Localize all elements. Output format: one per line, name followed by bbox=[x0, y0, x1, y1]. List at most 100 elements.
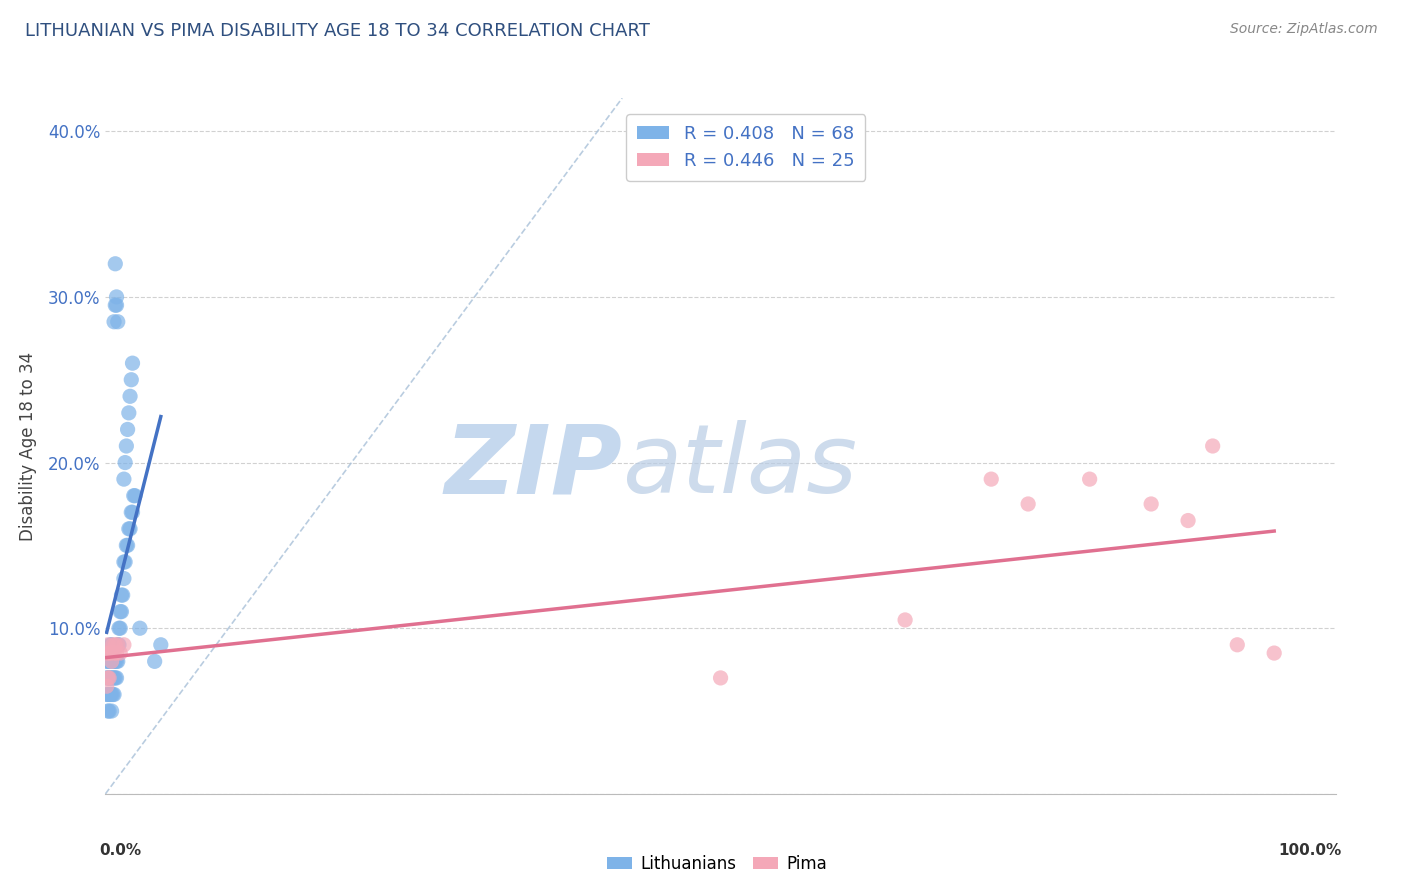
Point bbox=[143, 654, 166, 668]
Point bbox=[1263, 646, 1285, 660]
Point bbox=[114, 456, 136, 470]
Point bbox=[96, 646, 118, 660]
Point bbox=[97, 704, 120, 718]
Point bbox=[98, 688, 122, 702]
Point bbox=[1017, 497, 1039, 511]
Point bbox=[98, 646, 122, 660]
Point bbox=[97, 671, 120, 685]
Point bbox=[104, 257, 127, 271]
Point bbox=[97, 638, 120, 652]
Point bbox=[149, 638, 172, 652]
Point bbox=[103, 646, 125, 660]
Point bbox=[110, 605, 132, 619]
Point bbox=[100, 704, 122, 718]
Point bbox=[105, 654, 128, 668]
Point bbox=[96, 679, 118, 693]
Point bbox=[104, 298, 127, 312]
Point bbox=[129, 621, 152, 635]
Point bbox=[120, 389, 141, 403]
Point bbox=[98, 688, 121, 702]
Point bbox=[1226, 638, 1249, 652]
Legend: R = 0.408   N = 68, R = 0.446   N = 25: R = 0.408 N = 68, R = 0.446 N = 25 bbox=[626, 114, 865, 181]
Point bbox=[97, 654, 120, 668]
Point bbox=[1202, 439, 1225, 453]
Point bbox=[121, 505, 143, 519]
Point bbox=[108, 621, 131, 635]
Point bbox=[98, 654, 121, 668]
Point bbox=[120, 505, 142, 519]
Point bbox=[107, 638, 129, 652]
Point bbox=[97, 671, 120, 685]
Point bbox=[122, 489, 145, 503]
Legend: Lithuanians, Pima: Lithuanians, Pima bbox=[600, 848, 834, 880]
Point bbox=[124, 489, 146, 503]
Point bbox=[105, 290, 128, 304]
Point bbox=[110, 588, 132, 602]
Point bbox=[103, 654, 125, 668]
Point bbox=[103, 671, 125, 685]
Point bbox=[98, 671, 121, 685]
Point bbox=[117, 538, 139, 552]
Point bbox=[98, 704, 121, 718]
Point bbox=[107, 315, 129, 329]
Point bbox=[100, 638, 122, 652]
Point bbox=[894, 613, 917, 627]
Point bbox=[108, 638, 131, 652]
Point bbox=[112, 472, 135, 486]
Point bbox=[121, 356, 143, 370]
Point bbox=[96, 654, 118, 668]
Point bbox=[107, 654, 129, 668]
Point bbox=[101, 654, 124, 668]
Point bbox=[105, 646, 128, 660]
Point bbox=[112, 555, 135, 569]
Point bbox=[1140, 497, 1163, 511]
Point bbox=[112, 638, 135, 652]
Point bbox=[110, 605, 132, 619]
Y-axis label: Disability Age 18 to 34: Disability Age 18 to 34 bbox=[18, 351, 37, 541]
Point bbox=[115, 538, 138, 552]
Point bbox=[1177, 514, 1199, 528]
Point bbox=[120, 522, 141, 536]
Point bbox=[115, 439, 138, 453]
Point bbox=[120, 373, 142, 387]
Point bbox=[98, 671, 121, 685]
Point bbox=[105, 298, 128, 312]
Point bbox=[98, 646, 121, 660]
Text: ZIP: ZIP bbox=[444, 420, 621, 514]
Point bbox=[110, 646, 132, 660]
Text: LITHUANIAN VS PIMA DISABILITY AGE 18 TO 34 CORRELATION CHART: LITHUANIAN VS PIMA DISABILITY AGE 18 TO … bbox=[25, 22, 650, 40]
Point bbox=[118, 406, 141, 420]
Point bbox=[117, 422, 139, 436]
Point bbox=[100, 671, 122, 685]
Point bbox=[96, 688, 118, 702]
Point bbox=[100, 654, 122, 668]
Point bbox=[107, 638, 129, 652]
Point bbox=[111, 588, 134, 602]
Point bbox=[98, 671, 122, 685]
Point bbox=[103, 688, 125, 702]
Text: 0.0%: 0.0% bbox=[100, 843, 142, 857]
Point bbox=[101, 688, 124, 702]
Text: 100.0%: 100.0% bbox=[1278, 843, 1341, 857]
Point bbox=[104, 638, 127, 652]
Point bbox=[101, 671, 124, 685]
Text: Source: ZipAtlas.com: Source: ZipAtlas.com bbox=[1230, 22, 1378, 37]
Point bbox=[104, 671, 127, 685]
Point bbox=[101, 638, 124, 652]
Point bbox=[100, 654, 122, 668]
Text: atlas: atlas bbox=[621, 420, 858, 514]
Point bbox=[114, 555, 136, 569]
Point bbox=[980, 472, 1002, 486]
Point bbox=[104, 654, 127, 668]
Point bbox=[118, 522, 141, 536]
Point bbox=[98, 638, 122, 652]
Point bbox=[1078, 472, 1101, 486]
Point bbox=[110, 621, 132, 635]
Point bbox=[103, 315, 125, 329]
Point bbox=[96, 671, 118, 685]
Point bbox=[100, 688, 122, 702]
Point bbox=[112, 572, 135, 586]
Point bbox=[710, 671, 733, 685]
Point bbox=[97, 688, 120, 702]
Point bbox=[105, 671, 128, 685]
